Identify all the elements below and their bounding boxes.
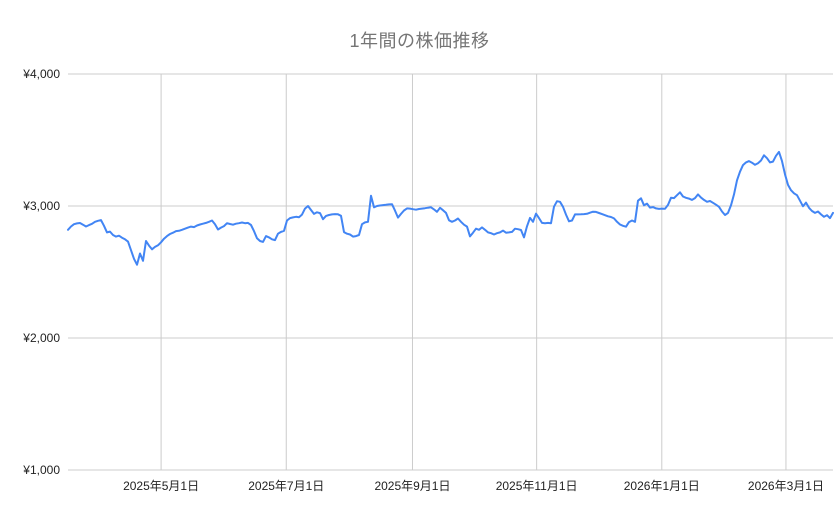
x-axis-tick-label: 2025年7月1日 xyxy=(248,479,325,493)
price-line-series xyxy=(67,150,834,266)
x-axis-tick-label: 2025年5月1日 xyxy=(123,479,200,493)
x-axis-tick-label: 2025年9月1日 xyxy=(374,479,451,493)
chart-title: 1年間の株価推移 xyxy=(349,31,490,51)
x-axis-tick-label: 2026年3月1日 xyxy=(747,479,824,493)
x-axis-tick-label: 2025年11月1日 xyxy=(495,479,578,493)
x-axis-tick-label: 2026年1月1日 xyxy=(623,479,700,493)
y-axis-tick-label: ¥3,000 xyxy=(23,199,60,213)
y-axis-tick-label: ¥4,000 xyxy=(23,67,60,81)
y-axis-tick-label: ¥2,000 xyxy=(23,331,60,345)
y-axis-tick-label: ¥1,000 xyxy=(23,463,60,477)
